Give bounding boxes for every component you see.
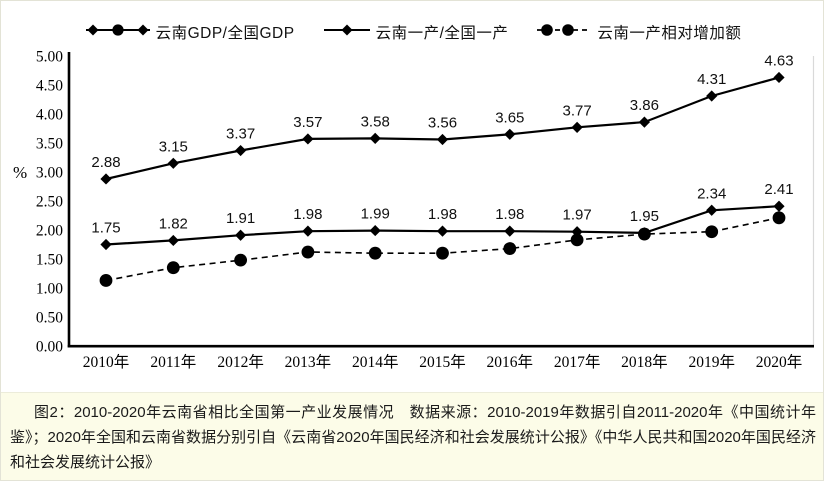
legend-item-gdp: 云南GDP/全国GDP bbox=[85, 21, 295, 43]
svg-text:2.88: 2.88 bbox=[91, 154, 120, 171]
svg-text:1.82: 1.82 bbox=[159, 215, 188, 232]
legend-marker-diamond-circle-icon bbox=[85, 23, 151, 42]
svg-text:1.95: 1.95 bbox=[630, 208, 659, 225]
svg-text:1.98: 1.98 bbox=[428, 206, 457, 223]
legend-label-gdp: 云南GDP/全国GDP bbox=[155, 25, 295, 42]
svg-text:2020年: 2020年 bbox=[756, 353, 803, 371]
svg-text:1.91: 1.91 bbox=[226, 210, 255, 227]
svg-text:5.00: 5.00 bbox=[36, 49, 63, 66]
svg-text:0.50: 0.50 bbox=[36, 310, 63, 327]
svg-text:3.58: 3.58 bbox=[361, 113, 390, 130]
svg-text:3.50: 3.50 bbox=[36, 136, 63, 153]
svg-text:1.00: 1.00 bbox=[36, 281, 63, 298]
svg-text:%: % bbox=[13, 163, 27, 182]
figure-caption: 图2：2010-2020年云南省相比全国第一产业发展情况 数据来源：2010-2… bbox=[1, 392, 823, 480]
svg-text:2.34: 2.34 bbox=[697, 185, 726, 202]
svg-text:2012年: 2012年 bbox=[217, 353, 264, 371]
svg-text:1.98: 1.98 bbox=[495, 206, 524, 223]
svg-text:2.50: 2.50 bbox=[36, 194, 63, 211]
svg-text:3.56: 3.56 bbox=[428, 115, 457, 132]
svg-text:4.31: 4.31 bbox=[697, 71, 726, 88]
svg-text:2015年: 2015年 bbox=[419, 353, 466, 371]
svg-text:2011年: 2011年 bbox=[150, 353, 196, 371]
legend-item-relative-increment: 云南一产相对增加额 bbox=[536, 21, 741, 43]
legend-marker-circle-dashed-icon bbox=[536, 23, 592, 42]
legend-item-primary-industry: 云南一产/全国一产 bbox=[323, 21, 509, 43]
svg-text:1.97: 1.97 bbox=[562, 207, 591, 224]
svg-text:3.37: 3.37 bbox=[226, 126, 255, 143]
line-chart: 0.00 0.50 1.00 1.50 2.00 2.50 3.00 3.50 4.00 4.50… bbox=[13, 49, 815, 371]
svg-text:1.98: 1.98 bbox=[293, 206, 322, 223]
svg-text:3.57: 3.57 bbox=[293, 114, 322, 131]
figure-caption-text: 图2：2010-2020年云南省相比全国第一产业发展情况 数据来源：2010-2… bbox=[10, 404, 816, 472]
svg-text:2018年: 2018年 bbox=[621, 353, 668, 371]
svg-text:2013年: 2013年 bbox=[285, 353, 332, 371]
chart-legend: 云南GDP/全国GDP 云南一产/全国一产 云南一产相对增加额 bbox=[1, 21, 823, 43]
svg-text:2016年: 2016年 bbox=[487, 353, 534, 371]
svg-text:2017年: 2017年 bbox=[554, 353, 601, 371]
svg-text:3.77: 3.77 bbox=[562, 102, 591, 119]
svg-text:4.50: 4.50 bbox=[36, 78, 63, 95]
chart-area: 0.00 0.50 1.00 1.50 2.00 2.50 3.00 3.50 4.00 4.50… bbox=[1, 1, 823, 392]
svg-text:3.65: 3.65 bbox=[495, 109, 524, 126]
svg-text:3.15: 3.15 bbox=[159, 138, 188, 155]
svg-text:1.50: 1.50 bbox=[36, 252, 63, 269]
svg-text:1.99: 1.99 bbox=[361, 206, 390, 223]
legend-marker-diamond-icon bbox=[323, 23, 371, 42]
legend-label-relative-increment: 云南一产相对增加额 bbox=[597, 25, 742, 42]
svg-text:3.86: 3.86 bbox=[630, 97, 659, 114]
svg-text:4.63: 4.63 bbox=[764, 52, 793, 69]
svg-text:4.00: 4.00 bbox=[36, 107, 63, 124]
svg-text:0.00: 0.00 bbox=[36, 339, 63, 356]
legend-label-primary-industry: 云南一产/全国一产 bbox=[375, 25, 509, 42]
svg-text:2.00: 2.00 bbox=[36, 223, 63, 240]
svg-text:2010年: 2010年 bbox=[83, 353, 130, 371]
svg-text:3.00: 3.00 bbox=[36, 165, 63, 182]
svg-text:2019年: 2019年 bbox=[688, 353, 735, 371]
svg-text:2.41: 2.41 bbox=[764, 181, 793, 198]
svg-text:1.75: 1.75 bbox=[91, 220, 120, 237]
svg-text:2014年: 2014年 bbox=[352, 353, 399, 371]
